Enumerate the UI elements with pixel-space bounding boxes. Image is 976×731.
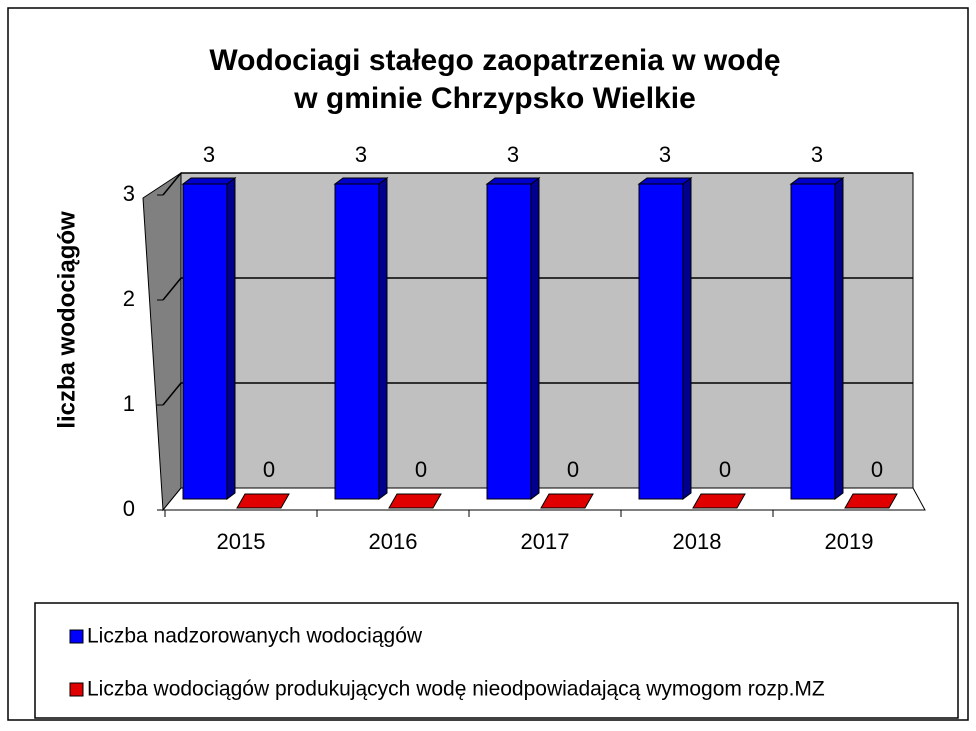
y-tick-label: 0 [123, 496, 135, 521]
data-label: 3 [811, 142, 823, 167]
legend-box [34, 602, 959, 719]
bar-side [682, 177, 692, 500]
x-tick-label: 2016 [369, 529, 418, 554]
y-axis-label: liczba wodociągów [53, 211, 80, 429]
grid-line [162, 172, 182, 196]
data-label: 3 [203, 142, 215, 167]
bar-top [333, 177, 389, 185]
bar-side [378, 177, 388, 500]
bar-top [485, 177, 541, 185]
bar [638, 183, 684, 500]
bar-top [181, 177, 237, 185]
x-tick-label: 2017 [521, 529, 570, 554]
y-tick-label: 2 [123, 286, 135, 311]
data-label: 3 [355, 142, 367, 167]
bar [182, 183, 228, 500]
data-label: 0 [871, 457, 883, 482]
data-label: 3 [659, 142, 671, 167]
bar-top [637, 177, 693, 185]
bar-side [226, 177, 236, 500]
x-tick-label: 2015 [217, 529, 266, 554]
y-tick-label: 3 [123, 181, 135, 206]
grid-line [162, 277, 182, 301]
legend-swatch [69, 629, 84, 644]
chart-title: w gminie Chrzypsko Wielkie [293, 82, 696, 115]
legend-label: Liczba wodociągów produkujących wodę nie… [87, 678, 825, 701]
data-label: 0 [415, 457, 427, 482]
bar [388, 493, 442, 509]
data-label: 0 [567, 457, 579, 482]
x-tick-label: 2018 [673, 529, 722, 554]
legend-label: Liczba nadzorowanych wodociągów [87, 625, 423, 648]
bar-side [834, 177, 844, 500]
bar-side [530, 177, 540, 500]
bar [790, 183, 836, 500]
bar [844, 493, 898, 509]
bar-top [789, 177, 845, 185]
legend-swatch [69, 682, 84, 697]
data-label: 0 [719, 457, 731, 482]
chart-title: Wodociagi stałego zaopatrzenia w wodę [209, 44, 780, 77]
grid-line [162, 382, 182, 406]
bar [692, 493, 746, 509]
bar [486, 183, 532, 500]
bar [334, 183, 380, 500]
y-tick-label: 1 [123, 391, 135, 416]
data-label: 0 [263, 457, 275, 482]
x-tick-label: 2019 [825, 529, 874, 554]
bar [540, 493, 594, 509]
bar [236, 493, 290, 509]
data-label: 3 [507, 142, 519, 167]
